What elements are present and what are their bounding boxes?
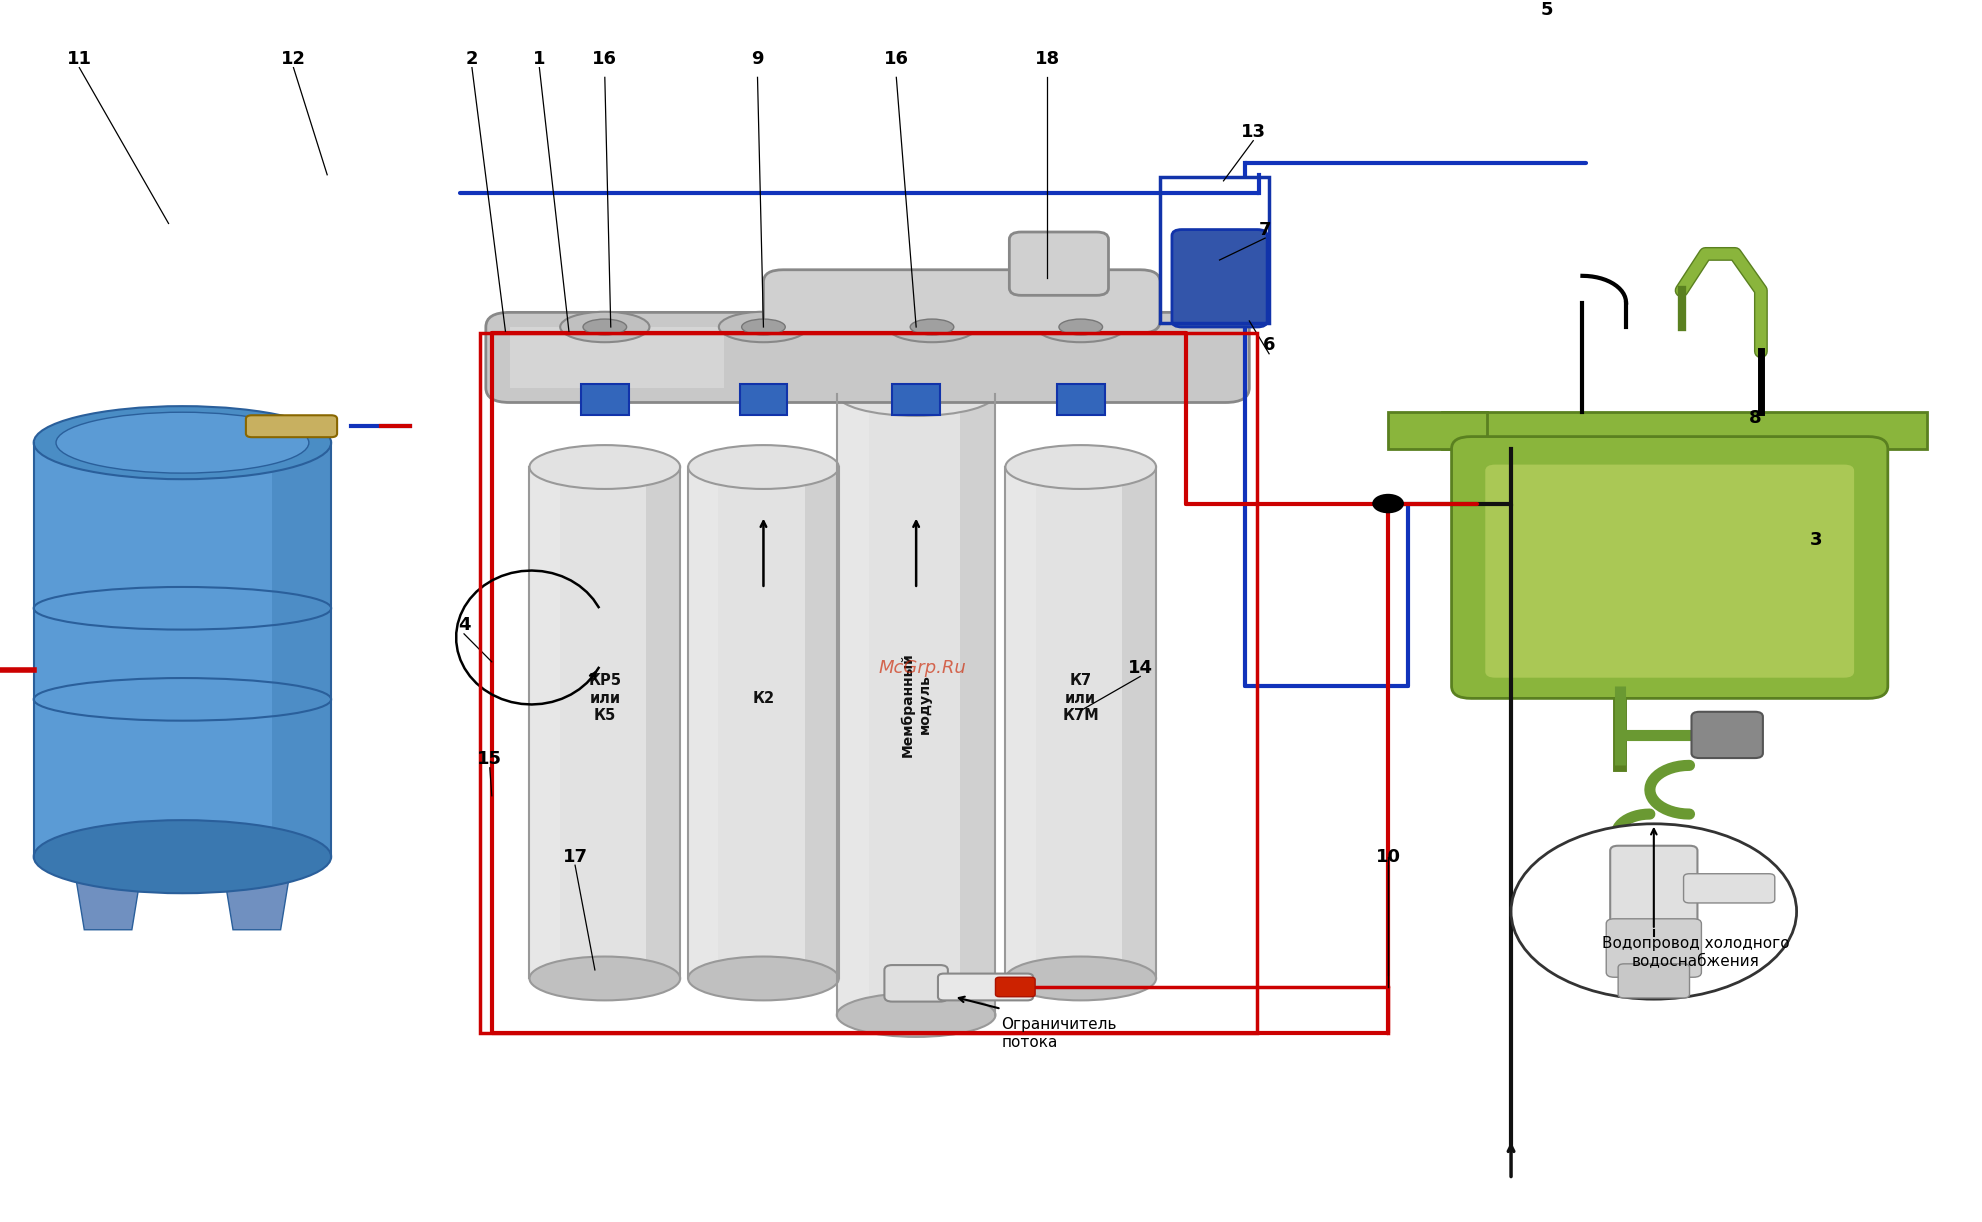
Ellipse shape (529, 957, 680, 1001)
Bar (1387, 412, 1486, 448)
Text: 1: 1 (533, 50, 545, 68)
Text: Водопровод холодного
водоснабжения: Водопровод холодного водоснабжения (1601, 936, 1788, 968)
Ellipse shape (741, 319, 785, 335)
Text: 10: 10 (1376, 848, 1399, 865)
Ellipse shape (836, 371, 995, 415)
Bar (892, 384, 939, 414)
Text: 17: 17 (563, 848, 587, 865)
Text: 8: 8 (1748, 409, 1760, 428)
Text: 3: 3 (1810, 532, 1821, 549)
FancyBboxPatch shape (937, 974, 1033, 1001)
Ellipse shape (888, 312, 975, 342)
Polygon shape (836, 393, 868, 1015)
Bar (739, 384, 787, 414)
Text: McGrp.Ru: McGrp.Ru (878, 659, 965, 677)
Polygon shape (73, 857, 143, 930)
Bar (480, 334, 1257, 1034)
Text: 6: 6 (1263, 336, 1274, 354)
FancyBboxPatch shape (884, 965, 947, 1002)
Ellipse shape (529, 445, 680, 489)
Text: 7: 7 (1259, 220, 1270, 238)
Text: 15: 15 (478, 750, 501, 769)
Polygon shape (1122, 467, 1156, 979)
Circle shape (1510, 824, 1796, 1000)
Text: Ограничитель
потока: Ограничитель потока (1001, 1018, 1116, 1050)
Text: 11: 11 (67, 50, 91, 68)
Text: 9: 9 (751, 50, 763, 68)
Text: 14: 14 (1128, 659, 1152, 677)
Bar (1441, 412, 1927, 448)
FancyBboxPatch shape (486, 313, 1249, 402)
Polygon shape (529, 467, 680, 979)
Polygon shape (646, 467, 680, 979)
Text: К7
или
К7М: К7 или К7М (1062, 673, 1098, 723)
Text: 5: 5 (1540, 1, 1552, 20)
Polygon shape (688, 467, 838, 979)
FancyBboxPatch shape (1605, 919, 1701, 978)
Ellipse shape (34, 820, 331, 893)
Ellipse shape (836, 993, 995, 1037)
Polygon shape (836, 393, 995, 1015)
FancyBboxPatch shape (1485, 464, 1853, 678)
Text: 13: 13 (1241, 123, 1265, 142)
FancyBboxPatch shape (1683, 874, 1774, 903)
Text: 12: 12 (281, 50, 305, 68)
Text: 16: 16 (884, 50, 908, 68)
FancyBboxPatch shape (1609, 846, 1697, 929)
Ellipse shape (688, 445, 838, 489)
Polygon shape (529, 467, 559, 979)
Text: 2: 2 (466, 50, 478, 68)
Ellipse shape (719, 312, 809, 342)
Ellipse shape (34, 406, 331, 479)
Polygon shape (509, 327, 723, 387)
Ellipse shape (1005, 445, 1156, 489)
Ellipse shape (1005, 957, 1156, 1001)
Ellipse shape (910, 319, 953, 335)
FancyBboxPatch shape (1691, 711, 1762, 758)
Polygon shape (805, 467, 838, 979)
FancyBboxPatch shape (763, 270, 1159, 334)
Ellipse shape (1035, 312, 1126, 342)
FancyBboxPatch shape (995, 978, 1035, 997)
FancyBboxPatch shape (1009, 232, 1108, 296)
Polygon shape (959, 393, 995, 1015)
Text: 4: 4 (458, 616, 470, 634)
FancyBboxPatch shape (1171, 230, 1266, 327)
Ellipse shape (688, 957, 838, 1001)
FancyBboxPatch shape (1617, 964, 1689, 998)
Polygon shape (688, 467, 717, 979)
Text: Мембранный
модуль: Мембранный модуль (900, 653, 932, 756)
Polygon shape (272, 442, 331, 857)
Ellipse shape (1058, 319, 1102, 335)
Bar (1159, 177, 1268, 324)
Bar (1056, 384, 1104, 414)
Text: К2: К2 (751, 690, 775, 706)
FancyBboxPatch shape (246, 415, 337, 437)
Ellipse shape (55, 412, 309, 473)
Text: 16: 16 (593, 50, 616, 68)
Ellipse shape (561, 312, 648, 342)
Text: КР5
или
К5: КР5 или К5 (589, 673, 620, 723)
Ellipse shape (583, 319, 626, 335)
Text: 18: 18 (1035, 50, 1058, 68)
FancyBboxPatch shape (1451, 436, 1887, 699)
Bar (581, 384, 628, 414)
Circle shape (1372, 494, 1403, 513)
Polygon shape (1005, 467, 1156, 979)
Polygon shape (222, 857, 293, 930)
Polygon shape (1005, 467, 1035, 979)
Polygon shape (34, 442, 331, 857)
